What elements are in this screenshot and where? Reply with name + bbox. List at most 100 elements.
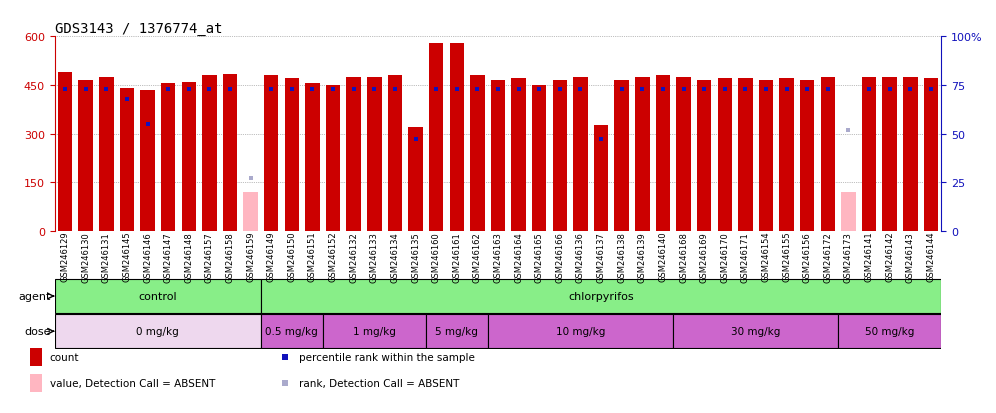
Bar: [839, 315, 941, 348]
Bar: [323, 315, 426, 348]
Text: GSM246136: GSM246136: [576, 231, 585, 282]
Bar: [488, 315, 673, 348]
Text: GSM246142: GSM246142: [885, 231, 894, 282]
Bar: [717, 79, 732, 231]
Text: GSM246171: GSM246171: [741, 231, 750, 282]
Bar: [202, 76, 216, 231]
Text: 0 mg/kg: 0 mg/kg: [136, 326, 179, 337]
Bar: [347, 78, 361, 231]
Text: GSM246138: GSM246138: [618, 231, 626, 282]
Bar: [326, 86, 341, 231]
Bar: [285, 79, 299, 231]
Text: GSM246146: GSM246146: [143, 231, 152, 282]
Text: GSM246145: GSM246145: [123, 231, 131, 282]
Text: agent: agent: [18, 291, 51, 301]
Text: GSM246132: GSM246132: [350, 231, 359, 282]
Text: GSM246156: GSM246156: [803, 231, 812, 282]
Bar: [140, 90, 154, 231]
Text: GSM246155: GSM246155: [782, 231, 791, 282]
Text: GSM246147: GSM246147: [163, 231, 172, 282]
Text: GDS3143 / 1376774_at: GDS3143 / 1376774_at: [55, 22, 222, 36]
Text: GSM246150: GSM246150: [288, 231, 297, 282]
Text: GSM246140: GSM246140: [658, 231, 667, 282]
Bar: [491, 81, 505, 231]
Text: 1 mg/kg: 1 mg/kg: [353, 326, 395, 337]
Text: count: count: [50, 352, 80, 362]
Bar: [55, 280, 261, 313]
Text: dose: dose: [24, 326, 51, 337]
Text: GSM246159: GSM246159: [246, 231, 255, 282]
Bar: [261, 315, 323, 348]
Bar: [635, 78, 649, 231]
Text: 30 mg/kg: 30 mg/kg: [731, 326, 781, 337]
Text: GSM246165: GSM246165: [535, 231, 544, 282]
Bar: [574, 78, 588, 231]
Bar: [532, 86, 547, 231]
Text: GSM246133: GSM246133: [370, 231, 378, 282]
Bar: [511, 79, 526, 231]
Text: GSM246144: GSM246144: [926, 231, 935, 282]
Text: GSM246172: GSM246172: [824, 231, 833, 282]
Text: chlorpyrifos: chlorpyrifos: [569, 291, 633, 301]
Bar: [223, 74, 237, 231]
Bar: [161, 84, 175, 231]
Bar: [673, 315, 839, 348]
Text: GSM246148: GSM246148: [184, 231, 193, 282]
Text: 5 mg/kg: 5 mg/kg: [435, 326, 478, 337]
Text: GSM246154: GSM246154: [762, 231, 771, 282]
Text: GSM246131: GSM246131: [102, 231, 111, 282]
Bar: [923, 79, 938, 231]
Bar: [759, 81, 773, 231]
Text: GSM246149: GSM246149: [267, 231, 276, 282]
Bar: [387, 76, 402, 231]
Text: 0.5 mg/kg: 0.5 mg/kg: [266, 326, 319, 337]
Text: GSM246151: GSM246151: [308, 231, 317, 282]
Text: percentile rank within the sample: percentile rank within the sample: [299, 352, 475, 362]
Bar: [408, 128, 422, 231]
Bar: [862, 78, 876, 231]
Bar: [181, 83, 196, 231]
Text: value, Detection Call = ABSENT: value, Detection Call = ABSENT: [50, 379, 215, 389]
Bar: [30, 375, 42, 392]
Text: rank, Detection Call = ABSENT: rank, Detection Call = ABSENT: [299, 379, 459, 389]
Text: GSM246173: GSM246173: [844, 231, 853, 282]
Bar: [615, 81, 628, 231]
Bar: [676, 78, 691, 231]
Bar: [100, 78, 114, 231]
Text: GSM246139: GSM246139: [637, 231, 646, 282]
Text: GSM246161: GSM246161: [452, 231, 461, 282]
Bar: [79, 81, 93, 231]
Text: GSM246168: GSM246168: [679, 231, 688, 282]
Bar: [470, 76, 485, 231]
Text: GSM246129: GSM246129: [61, 231, 70, 282]
Bar: [264, 76, 279, 231]
Bar: [821, 78, 835, 231]
Text: GSM246162: GSM246162: [473, 231, 482, 282]
Text: GSM246169: GSM246169: [699, 231, 708, 282]
Text: 50 mg/kg: 50 mg/kg: [865, 326, 914, 337]
Text: GSM246143: GSM246143: [905, 231, 914, 282]
Bar: [594, 126, 609, 231]
Bar: [800, 81, 815, 231]
Bar: [882, 78, 897, 231]
Bar: [261, 280, 941, 313]
Bar: [553, 81, 567, 231]
Bar: [697, 81, 711, 231]
Text: GSM246163: GSM246163: [493, 231, 503, 282]
Bar: [842, 192, 856, 231]
Text: GSM246141: GSM246141: [865, 231, 873, 282]
Text: GSM246158: GSM246158: [225, 231, 234, 282]
Bar: [738, 79, 753, 231]
Text: GSM246160: GSM246160: [431, 231, 440, 282]
Bar: [368, 78, 381, 231]
Text: GSM246137: GSM246137: [597, 231, 606, 282]
Bar: [243, 192, 258, 231]
Bar: [305, 84, 320, 231]
Text: GSM246164: GSM246164: [514, 231, 523, 282]
Bar: [780, 79, 794, 231]
Text: GSM246135: GSM246135: [411, 231, 420, 282]
Text: GSM246170: GSM246170: [720, 231, 729, 282]
Text: GSM246130: GSM246130: [82, 231, 91, 282]
Text: GSM246157: GSM246157: [205, 231, 214, 282]
Bar: [55, 315, 261, 348]
